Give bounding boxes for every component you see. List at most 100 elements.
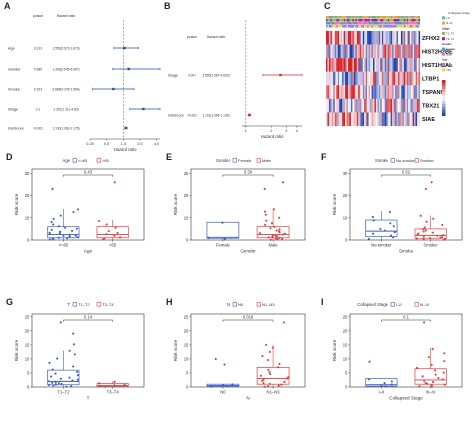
heatmap-cell (378, 31, 381, 45)
data-point (269, 238, 272, 241)
heatmap-cell (373, 58, 375, 72)
data-point (76, 236, 79, 239)
heatmap-cell (345, 98, 347, 113)
heatmap-color-key (442, 95, 446, 99)
heatmap-cell (358, 112, 360, 127)
heatmap-annotation-cell (414, 22, 416, 25)
heatmap-annotation-cell (415, 22, 418, 25)
heatmap-cell (340, 31, 343, 45)
data-point (72, 332, 75, 335)
legend-title: Age (63, 158, 71, 163)
heatmap-annotation-cell (374, 19, 377, 22)
forest-row-pvalue: 0.313 (34, 46, 42, 50)
y-tick-label: 10 (343, 356, 348, 361)
data-point (259, 374, 262, 377)
data-point (415, 237, 418, 240)
heatmap-annotation-cell (409, 25, 412, 28)
heatmap-cell (377, 31, 379, 45)
data-point (281, 233, 285, 236)
heatmap-cell (397, 98, 400, 113)
forest-point (127, 67, 130, 71)
forest-row-hr: 2.307(1.311-4.80) (53, 107, 78, 111)
heatmap-color-key (442, 92, 446, 96)
heatmap-annotation-cell (364, 19, 366, 22)
heatmap-cell (405, 71, 407, 86)
data-point (430, 384, 433, 387)
x-tick-label: Male (269, 243, 279, 248)
heatmap-annotation-cell (375, 22, 378, 25)
data-point (76, 378, 79, 381)
heatmap-annotation-cell (362, 22, 365, 25)
heatmap-annotation-cell (345, 22, 347, 25)
data-point (270, 222, 274, 225)
data-point (372, 219, 375, 222)
forest-x-tick-label: 3 (285, 129, 287, 133)
heatmap-annotation-cell (355, 22, 357, 25)
data-point (99, 385, 102, 388)
data-point (262, 378, 265, 381)
data-point (443, 383, 446, 386)
data-point (424, 187, 427, 191)
heatmap-cell (403, 58, 406, 72)
heatmap-cell (326, 85, 328, 99)
heatmap-annotation-cell (375, 25, 378, 28)
heatmap-cell (373, 44, 375, 59)
heatmap-annotation-cell (345, 25, 347, 28)
heatmap-cell (380, 98, 382, 113)
heatmap-annotation-cell (418, 25, 421, 28)
heatmap-cell (393, 44, 396, 59)
data-point (383, 382, 386, 385)
forest-row-pvalue: 0.323 (34, 87, 42, 91)
heatmap-cell (380, 85, 382, 99)
data-point (389, 234, 393, 237)
heatmap-cell (399, 112, 402, 127)
heatmap-cell (348, 31, 350, 45)
heatmap-annotation-cell (373, 16, 375, 19)
heatmap-cell (400, 112, 403, 127)
heatmap-cell (400, 44, 403, 59)
heatmap-cell (399, 58, 402, 72)
heatmap-cell (383, 31, 385, 45)
data-point (105, 233, 108, 236)
heatmap-annotation-cell (333, 25, 335, 28)
data-point (47, 383, 50, 387)
heatmap-cell (343, 44, 346, 59)
heatmap-cell (399, 31, 402, 45)
heatmap-cell (356, 85, 359, 99)
heatmap-legend-item: T1–T2 (446, 32, 455, 36)
data-point (393, 231, 396, 234)
heatmap-cell (397, 71, 400, 86)
data-point (267, 359, 270, 362)
heatmap-cell (358, 85, 360, 99)
heatmap-cell (368, 112, 371, 127)
y-tick-label: 30 (184, 171, 189, 176)
heatmap-cell (378, 58, 381, 72)
heatmap-cell (387, 85, 390, 99)
heatmap-gene-label: TSPAN9 (422, 90, 444, 96)
data-point (392, 236, 395, 239)
forest-row-hr: 1.303(0.645-6.667) (52, 67, 79, 71)
heatmap-cell (417, 85, 419, 99)
heatmap-cell (370, 71, 372, 86)
heatmap-legend-item: Female (446, 47, 456, 51)
heatmap-cell (356, 71, 359, 86)
heatmap-annotation-cell (405, 19, 407, 22)
heatmap-annotation-cell (358, 25, 360, 28)
heatmap-annotation-cell (327, 22, 330, 25)
heatmap-cell (340, 44, 343, 59)
heatmap-annotation-cell (417, 19, 419, 22)
heatmap-cell (348, 58, 350, 72)
heatmap-cell (375, 44, 378, 59)
legend-swatch (232, 302, 237, 307)
heatmap-annotation-cell (377, 19, 379, 22)
heatmap-annotation-cell (355, 16, 357, 19)
heatmap-cell (361, 71, 363, 86)
heatmap-annotation-cell (349, 16, 352, 19)
heatmap-cell (383, 98, 385, 113)
heatmap-annotation-cell (378, 25, 381, 28)
heatmap-annotation-cell (393, 19, 396, 22)
heatmap-cell (405, 31, 407, 45)
heatmap-cell (414, 98, 416, 113)
heatmap-annotation-cell (362, 19, 365, 22)
legend-swatch (72, 302, 77, 307)
